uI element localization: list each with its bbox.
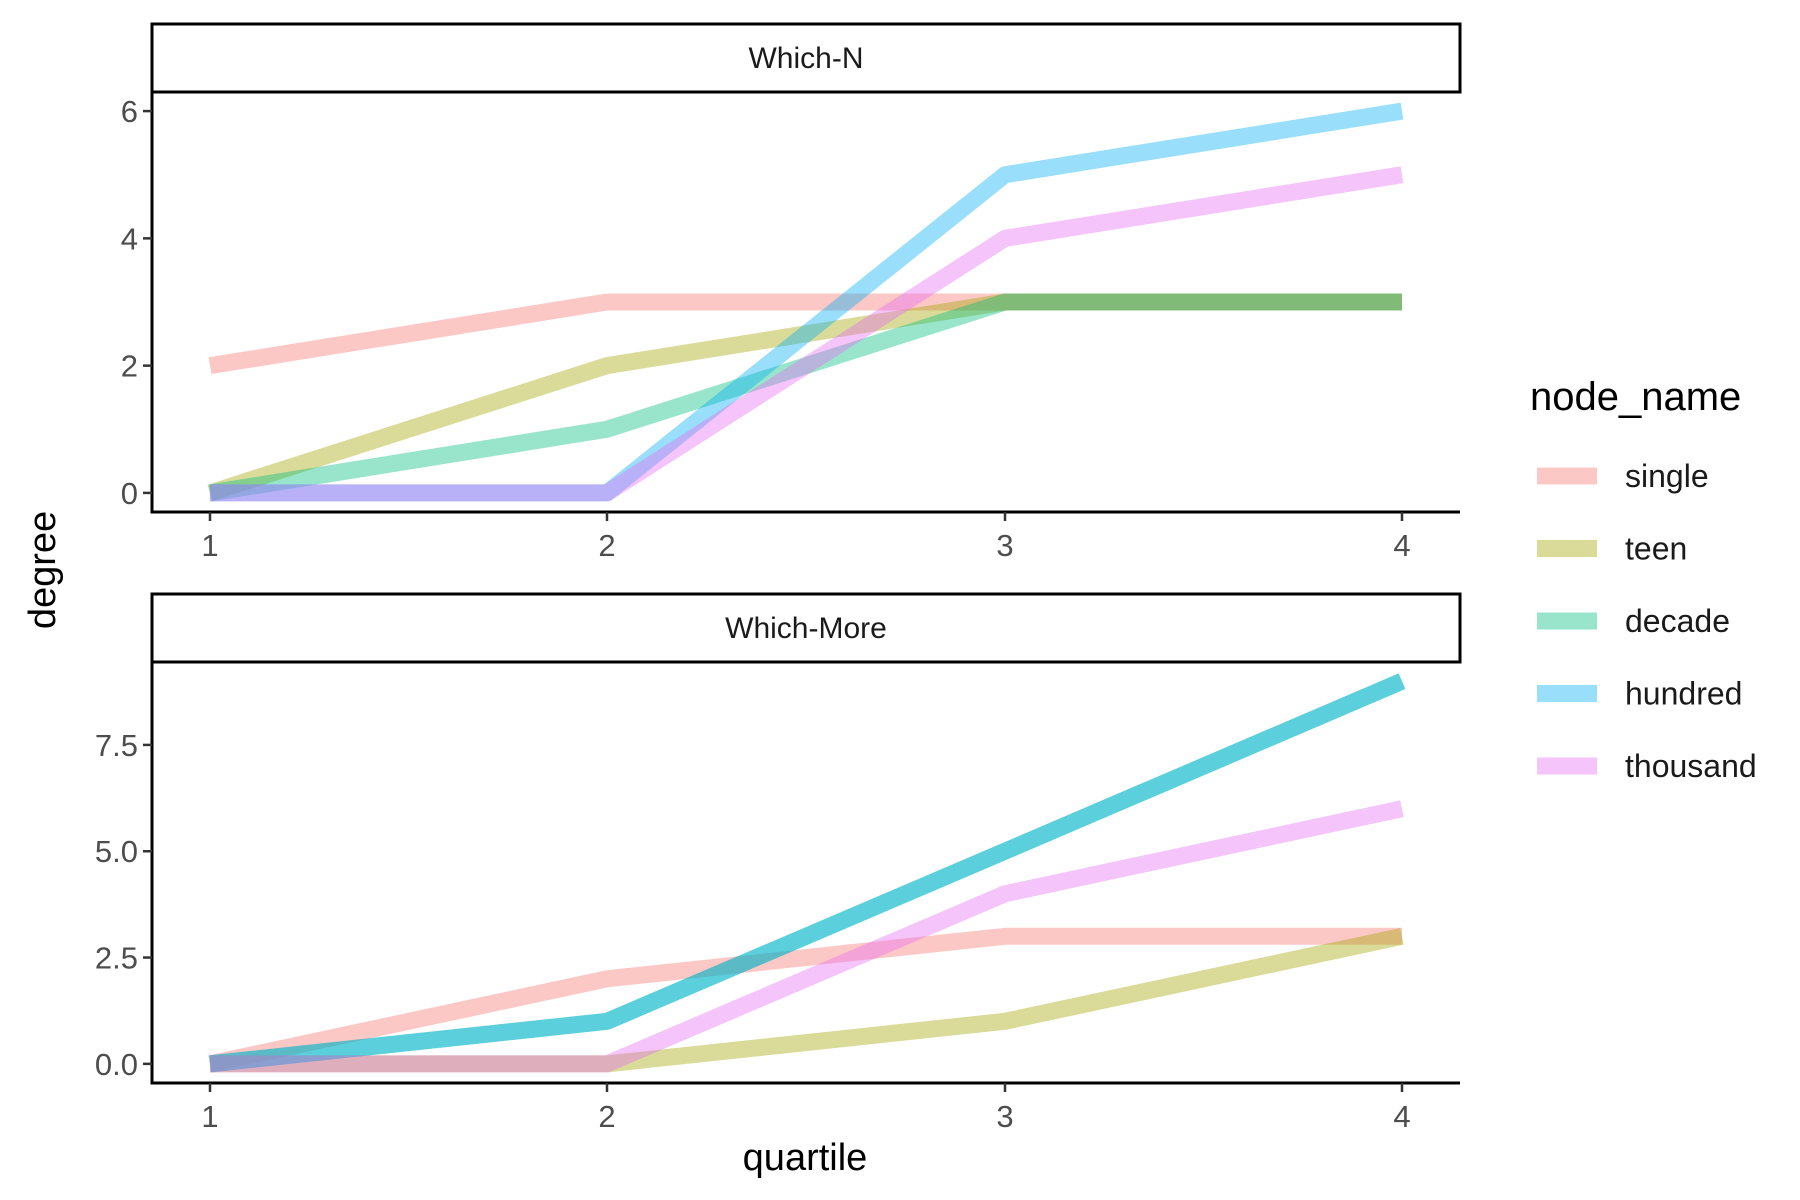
legend-item-thousand: thousand [1537,748,1757,784]
legend-item-single: single [1537,458,1709,494]
y-tick-label: 7.5 [95,728,138,763]
x-tick-label: 3 [996,528,1013,563]
series-line-teen [210,927,1404,1073]
legend-item-teen: teen [1537,531,1687,567]
x-tick-label: 4 [1393,528,1410,563]
series-line-hundred [209,673,1406,1073]
series-line-teen [207,293,1402,502]
legend-label: thousand [1625,748,1757,784]
y-axis-title: degree [22,511,64,629]
y-tick-label: 0 [121,476,138,511]
x-tick-label: 2 [598,1099,615,1134]
legend-title: node_name [1530,375,1741,419]
y-tick-label: 6 [121,94,138,129]
series-group [207,102,1404,502]
y-tick-label: 2 [121,349,138,384]
legend-label: teen [1625,531,1687,567]
series-line-hundred [210,102,1404,502]
legend-item-decade: decade [1537,603,1730,639]
series-line-single [208,927,1402,1073]
facet-strip [150,22,1462,94]
legend-label: single [1625,458,1709,494]
series-group [208,673,1406,1073]
panel-which-n: Which-N 0 2 4 6 1 2 3 4 [121,22,1462,563]
facet-strip [150,592,1462,664]
x-axis-title: quartile [743,1137,868,1179]
series-line-decade [208,293,1402,502]
panels: Which-N 0 2 4 6 1 2 3 4 Which-More 0.0 2.5 5.0 7.5 1 2 3… [95,22,1462,1134]
x-tick-label: 2 [598,528,615,563]
legend-label: decade [1625,603,1730,639]
x-tick-label: 1 [201,1099,218,1134]
y-tick-label: 4 [121,221,138,256]
legend-label: hundred [1625,676,1742,712]
series-line-thousand [210,166,1404,502]
x-tick-label: 1 [201,528,218,563]
series-line-thousand [210,800,1404,1073]
y-tick-label: 0.0 [95,1047,138,1082]
legend-item-hundred: hundred [1537,676,1742,712]
x-tick-label: 3 [996,1099,1013,1134]
series-line-decade [209,673,1406,1073]
y-tick-label: 5.0 [95,834,138,869]
x-tick-label: 4 [1393,1099,1410,1134]
facet-strip-label: Which-N [748,42,863,75]
series-line-single [208,293,1402,375]
facet-strip-label: Which-More [725,612,887,645]
y-tick-label: 2.5 [95,941,138,976]
panel-which-more: Which-More 0.0 2.5 5.0 7.5 1 2 3 4 [95,592,1462,1134]
